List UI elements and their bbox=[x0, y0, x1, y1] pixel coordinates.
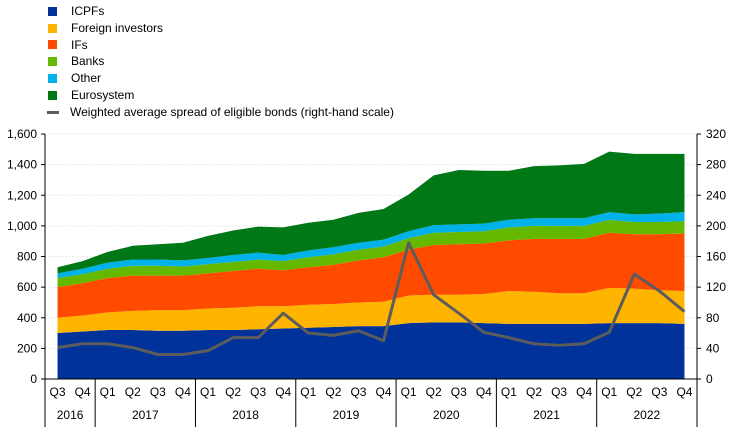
legend-item: Banks bbox=[48, 53, 394, 70]
xtick-label: Q4 bbox=[576, 385, 592, 399]
legend-swatch bbox=[48, 23, 57, 33]
ytick-label: 1,000 bbox=[7, 219, 37, 233]
year-label: 2016 bbox=[57, 408, 84, 422]
xtick-label: Q3 bbox=[350, 385, 366, 399]
legend-item: Eurosystem bbox=[48, 87, 394, 104]
legend-item: IFs bbox=[48, 37, 394, 54]
xtick-label: Q1 bbox=[601, 385, 617, 399]
xtick-label: Q2 bbox=[125, 385, 141, 399]
legend-label: Weighted average spread of eligible bond… bbox=[70, 104, 394, 119]
xtick-label: Q4 bbox=[376, 385, 392, 399]
legend-item: Other bbox=[48, 70, 394, 87]
legend: ICPFs Foreign investors IFs Banks Other Euros… bbox=[47, 3, 394, 121]
xtick-label: Q2 bbox=[426, 385, 442, 399]
year-label: 2020 bbox=[433, 408, 460, 422]
area-banks bbox=[57, 219, 685, 288]
legend-item: Weighted average spread of eligible bond… bbox=[47, 104, 394, 121]
xtick-label: Q3 bbox=[651, 385, 667, 399]
spread-line bbox=[57, 241, 686, 356]
legend-label: Other bbox=[71, 71, 102, 86]
ytick-label: 200 bbox=[17, 341, 37, 355]
legend-label: Banks bbox=[71, 54, 105, 69]
xtick-label: Q4 bbox=[75, 385, 91, 399]
legend-swatch bbox=[48, 40, 57, 50]
y2tick-label: 160 bbox=[706, 250, 726, 264]
ytick-label: 1,400 bbox=[7, 158, 37, 172]
ytick-label: 400 bbox=[17, 311, 37, 325]
year-label: 2022 bbox=[633, 408, 660, 422]
xtick-label: Q4 bbox=[275, 385, 291, 399]
xtick-label: Q1 bbox=[501, 385, 517, 399]
xtick-label: Q1 bbox=[300, 385, 316, 399]
xtick-label: Q1 bbox=[200, 385, 216, 399]
xtick-label: Q1 bbox=[401, 385, 417, 399]
area-ifs bbox=[57, 232, 685, 318]
legend-label: IFs bbox=[71, 37, 88, 52]
y2tick-label: 120 bbox=[706, 280, 726, 294]
legend-swatch bbox=[48, 90, 57, 100]
xtick-label: Q3 bbox=[50, 385, 66, 399]
area-other bbox=[57, 212, 685, 278]
xtick-label: Q4 bbox=[476, 385, 492, 399]
legend-swatch bbox=[48, 74, 57, 84]
legend-item: Foreign investors bbox=[48, 20, 394, 37]
xtick-label: Q2 bbox=[526, 385, 542, 399]
y2tick-label: 0 bbox=[706, 372, 713, 386]
ytick-label: 800 bbox=[17, 250, 37, 264]
y2tick-label: 40 bbox=[706, 341, 720, 355]
legend-label: Foreign investors bbox=[71, 20, 164, 35]
y2tick-label: 200 bbox=[706, 219, 726, 233]
area-eurosystem bbox=[57, 151, 685, 274]
xtick-label: Q3 bbox=[551, 385, 567, 399]
xtick-label: Q2 bbox=[626, 385, 642, 399]
ytick-label: 600 bbox=[17, 280, 37, 294]
year-label: 2017 bbox=[132, 408, 159, 422]
ytick-label: 0 bbox=[30, 372, 37, 386]
year-label: 2018 bbox=[232, 408, 259, 422]
y2tick-label: 320 bbox=[706, 127, 726, 141]
legend-item: ICPFs bbox=[48, 3, 394, 20]
y2tick-label: 80 bbox=[706, 311, 720, 325]
year-label: 2019 bbox=[333, 408, 360, 422]
y2tick-label: 240 bbox=[706, 188, 726, 202]
legend-line-swatch bbox=[47, 110, 59, 114]
year-label: 2021 bbox=[533, 408, 560, 422]
legend-label: ICPFs bbox=[71, 4, 105, 18]
ytick-label: 1,600 bbox=[7, 127, 37, 141]
legend-label: Eurosystem bbox=[71, 87, 135, 102]
xtick-label: Q3 bbox=[451, 385, 467, 399]
legend-swatch bbox=[48, 6, 57, 16]
y2tick-label: 280 bbox=[706, 158, 726, 172]
area-icpfs bbox=[57, 322, 685, 379]
ytick-label: 1,200 bbox=[7, 188, 37, 202]
area-foreign-investors bbox=[57, 287, 685, 334]
xtick-label: Q2 bbox=[325, 385, 341, 399]
xtick-label: Q2 bbox=[225, 385, 241, 399]
xtick-label: Q3 bbox=[250, 385, 266, 399]
xtick-label: Q4 bbox=[175, 385, 191, 399]
legend-swatch bbox=[48, 57, 57, 67]
xtick-label: Q1 bbox=[100, 385, 116, 399]
xtick-label: Q3 bbox=[150, 385, 166, 399]
xtick-label: Q4 bbox=[676, 385, 692, 399]
